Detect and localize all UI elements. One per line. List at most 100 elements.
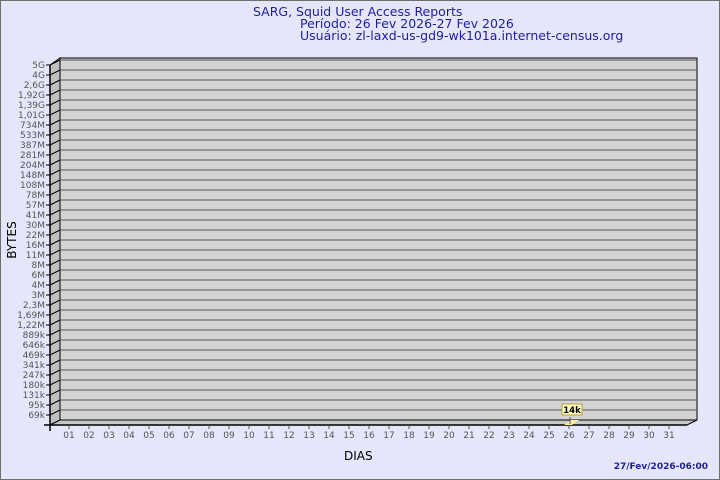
gridline-side [49,199,61,206]
gridline-side [49,79,61,86]
y-tick-label: 11M [26,251,45,261]
y-tick-label: 41M [26,211,45,221]
y-tick-label: 16M [26,241,45,251]
x-tick-label: 14 [323,431,335,441]
gridline-side [49,179,61,186]
gridline-side [49,169,61,176]
gridline-side [49,239,61,246]
y-tick-label: 387M [20,141,45,151]
gridline-side [49,329,61,336]
x-tick-label: 11 [263,431,274,441]
y-tick-label: 1,92G [18,91,45,101]
gridline-side [49,359,61,366]
x-tick-label: 18 [403,431,415,441]
y-tick-label: 4M [32,281,46,291]
x-tick-label: 16 [363,431,375,441]
x-tick-label: 04 [123,431,135,441]
gridline-side [49,189,61,196]
y-tick-label: 1,69M [17,311,45,321]
gridline-side [49,129,61,136]
x-tick-label: 28 [603,431,615,441]
x-tick-label: 27 [583,431,594,441]
gridline-side [49,69,61,76]
x-tick-label: 22 [483,431,494,441]
x-tick-label: 01 [63,431,74,441]
y-tick-label: 108M [20,181,45,191]
gridline-side [49,319,61,326]
gridline-side [49,119,61,126]
gridline-side [49,99,61,106]
gridline-side [49,399,61,406]
y-tick-label: 69k [28,411,45,421]
x-tick-label: 09 [223,431,235,441]
x-tick-label: 05 [143,431,154,441]
x-tick-label: 06 [163,431,175,441]
x-tick-label: 19 [423,431,435,441]
y-tick-label: 78M [26,191,45,201]
gridline-side [49,139,61,146]
x-tick-label: 23 [503,431,514,441]
y-tick-label: 469k [23,351,46,361]
x-tick-label: 24 [523,431,535,441]
y-tick-label: 247k [23,371,46,381]
y-tick-label: 180k [23,381,46,391]
y-tick-label: 1,39G [18,101,45,111]
gridline-side [49,299,61,306]
y-tick-label: 2,3M [23,301,45,311]
chart-title: SARG, Squid User Access Reports [253,4,462,19]
gridline-side [49,339,61,346]
y-tick-label: 2,6G [24,81,45,91]
y-tick-label: 5G [32,61,45,71]
gridline-side [49,219,61,226]
y-tick-label: 889k [23,331,46,341]
gridline-side [49,229,61,236]
gridline-side [49,109,61,116]
x-tick-label: 12 [283,431,294,441]
gridline-side [49,259,61,266]
x-tick-label: 13 [303,431,314,441]
chart-period: Período: 26 Fev 2026-27 Fev 2026 [300,16,514,31]
gridline-side [49,249,61,256]
x-tick-label: 08 [203,431,215,441]
bar-day-26 [564,420,579,425]
plot-back-wall [59,57,698,421]
y-tick-label: 1,22M [17,321,45,331]
y-axis-label: BYTES [5,221,19,258]
y-tick-label: 30M [26,221,45,231]
x-tick-label: 20 [443,431,455,441]
y-tick-label: 3M [32,291,46,301]
gridline-side [49,409,61,416]
y-tick-label: 95k [28,401,45,411]
chart-user: Usuário: zl-laxd-us-gd9-wk101a.internet-… [300,28,623,43]
gridline-side [49,389,61,396]
x-tick-label: 15 [343,431,354,441]
y-tick-label: 57M [26,201,45,211]
x-tick-label: 29 [623,431,635,441]
gridline-side [49,309,61,316]
gridline-side [49,209,61,216]
x-tick-label: 26 [563,431,575,441]
x-tick-label: 25 [543,431,554,441]
gridline-side [49,279,61,286]
y-tick-label: 148M [20,171,45,181]
y-tick-label: 4G [32,71,45,81]
y-tick-label: 6M [32,271,46,281]
y-tick-label: 204M [20,161,45,171]
data-label-box [561,403,583,416]
x-tick-label: 17 [383,431,394,441]
gridline-side [49,349,61,356]
x-tick-label: 21 [463,431,474,441]
y-tick-label: 8M [32,261,46,271]
gridline-side [49,159,61,166]
gridline-side [49,59,61,66]
x-tick-label: 03 [103,431,114,441]
y-tick-label: 646k [23,341,46,351]
y-tick-label: 281M [20,151,45,161]
gridline-side [49,89,61,96]
data-label: 14k [563,406,581,416]
y-tick-label: 341k [23,361,46,371]
y-tick-label: 533M [20,131,45,141]
report-timestamp: 27/Fev/2026-06:00 [614,462,708,472]
gridline-side [49,369,61,376]
